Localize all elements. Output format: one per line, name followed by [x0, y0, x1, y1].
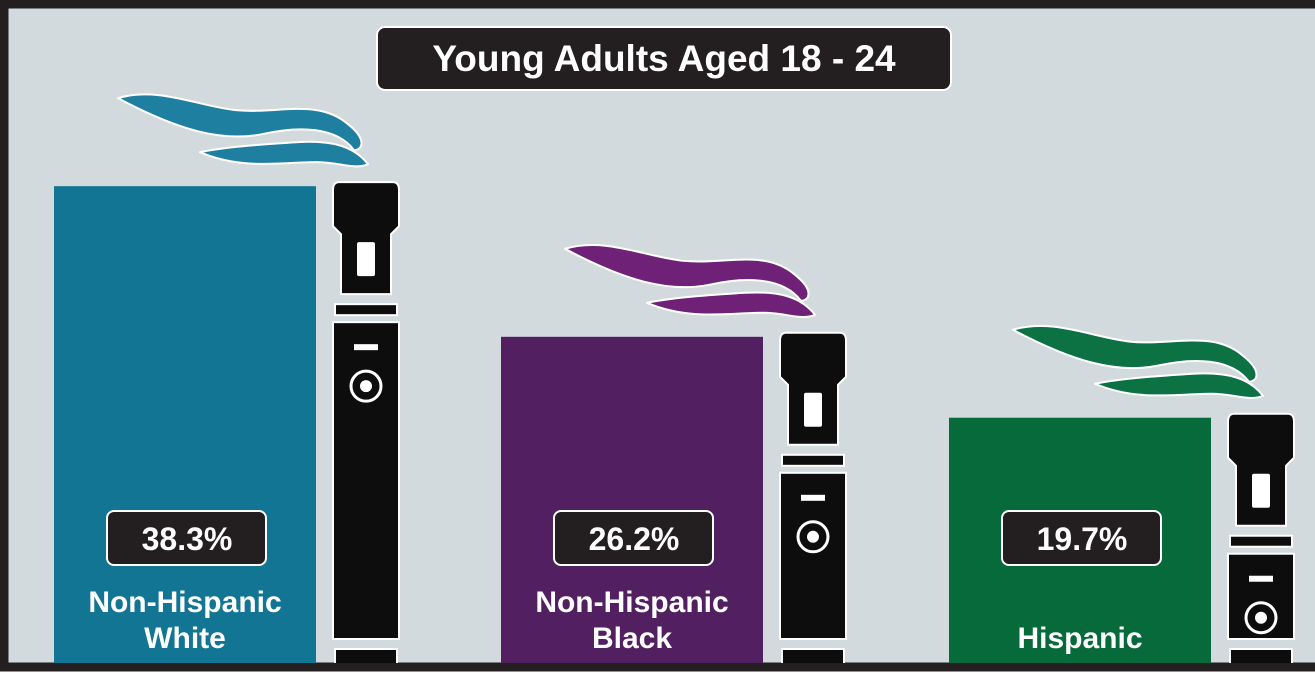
value-label-hispanic: 19.7%: [1037, 521, 1128, 557]
smoke-hispanic: [1012, 324, 1264, 399]
bar-non-hispanic-white: [54, 186, 316, 663]
category-label-non-hispanic-white-line-1: Non-Hispanic: [88, 586, 281, 619]
value-label-non-hispanic-white: 38.3%: [142, 521, 233, 557]
category-label-hispanic-line-1: Hispanic: [1017, 622, 1142, 655]
value-box-hispanic: [1001, 510, 1162, 566]
title-box: Young Adults Aged 18 - 24: [376, 26, 952, 91]
category-label-non-hispanic-black-line-2: Black: [592, 622, 672, 655]
vape-pen-icon-non-hispanic-black: [779, 331, 847, 663]
smoke-non-hispanic-white: [117, 93, 369, 168]
chart-title: Young Adults Aged 18 - 24: [432, 38, 896, 79]
vape-pen-icon-hispanic: [1227, 412, 1295, 663]
category-label-non-hispanic-black-line-1: Non-Hispanic: [535, 586, 728, 619]
value-box-non-hispanic-white: [106, 510, 267, 566]
value-box-non-hispanic-black: [553, 510, 714, 566]
bar-non-hispanic-black: [501, 336, 763, 663]
smoke-non-hispanic-black: [564, 244, 816, 319]
category-label-non-hispanic-white-line-2: White: [144, 622, 226, 655]
plot-area: 38.3%Non-HispanicWhite26.2%Non-HispanicB…: [54, 93, 1295, 663]
vape-pen-icon-non-hispanic-white: [332, 181, 400, 663]
value-label-non-hispanic-black: 26.2%: [589, 521, 680, 557]
